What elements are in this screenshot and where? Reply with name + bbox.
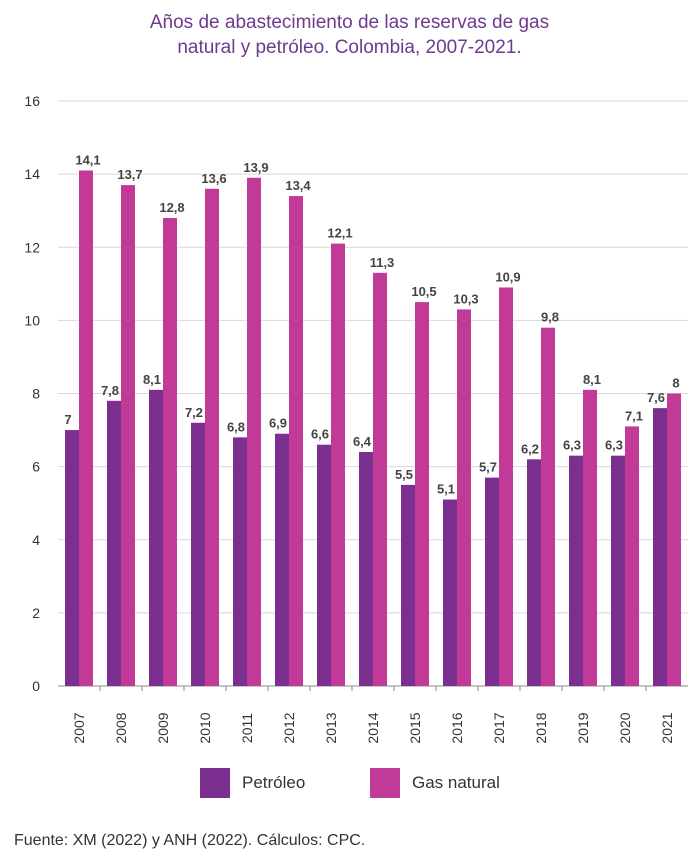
x-tick-label: 2014 (365, 712, 381, 743)
data-label: 7,1 (625, 408, 643, 423)
x-tick-label: 2021 (659, 712, 675, 743)
data-label: 5,7 (479, 460, 497, 475)
data-label: 13,6 (201, 171, 226, 186)
x-tick-label: 2015 (407, 712, 423, 743)
x-tick-label: 2008 (113, 712, 129, 743)
data-label: 6,6 (311, 427, 329, 442)
bar-gas (289, 196, 303, 686)
data-label: 7,2 (185, 405, 203, 420)
data-label: 9,8 (541, 310, 559, 325)
legend-swatch-petroleo (200, 768, 230, 798)
x-tick-label: 2007 (71, 712, 87, 743)
data-label: 13,9 (243, 160, 268, 175)
legend-item-petroleo: Petróleo (200, 768, 305, 798)
chart-title-line-2: natural y petróleo. Colombia, 2007-2021. (177, 37, 522, 58)
data-label: 12,1 (327, 226, 352, 241)
chart-title-line-1: Años de abastecimiento de las reservas d… (149, 12, 550, 33)
bar-gas (373, 272, 387, 686)
bar-petroleo (275, 433, 289, 686)
bar-gas (205, 188, 219, 686)
legend-swatch-gas (370, 768, 400, 798)
y-tick-label: 12 (24, 239, 40, 255)
x-tick-label: 2011 (239, 713, 255, 743)
x-tick-label: 2019 (575, 712, 591, 743)
data-label: 8,1 (583, 372, 601, 387)
x-tick-label: 2016 (449, 712, 465, 743)
y-tick-label: 10 (24, 312, 40, 328)
bar-petroleo (443, 499, 457, 686)
x-tick-label: 2013 (323, 712, 339, 743)
data-label: 13,4 (285, 178, 311, 193)
bar-gas (163, 218, 177, 686)
source-note: Fuente: XM (2022) y ANH (2022). Cálculos… (14, 832, 366, 849)
data-label: 7,6 (647, 390, 665, 405)
y-tick-label: 14 (24, 166, 40, 182)
bar-gas (583, 389, 597, 686)
data-label: 10,3 (453, 291, 478, 306)
bar-gas (625, 426, 639, 686)
data-label: 6,9 (269, 416, 287, 431)
bar-petroleo (65, 430, 79, 686)
x-tick-label: 2017 (491, 712, 507, 743)
data-label: 6,8 (227, 419, 245, 434)
y-tick-label: 8 (32, 386, 40, 402)
data-label: 13,7 (117, 167, 142, 182)
bar-gas (541, 327, 555, 686)
data-label: 7,8 (101, 383, 119, 398)
bar-gas (415, 302, 429, 686)
bar-gas (247, 177, 261, 686)
bar-petroleo (485, 477, 499, 686)
data-label: 11,3 (370, 255, 395, 270)
bar-petroleo (611, 455, 625, 686)
y-tick-label: 0 (32, 678, 40, 694)
bar-gas (667, 393, 681, 686)
legend-item-gas: Gas natural (370, 768, 500, 798)
legend: Petróleo Gas natural (0, 768, 699, 804)
data-label: 6,4 (353, 434, 372, 449)
bar-gas (457, 309, 471, 686)
y-tick-label: 6 (32, 459, 40, 475)
x-tick-label: 2009 (155, 712, 171, 743)
chart-title: Años de abastecimiento de las reservas d… (0, 10, 699, 60)
legend-label-gas: Gas natural (412, 773, 500, 792)
data-label: 7 (64, 412, 71, 427)
data-label: 6,2 (521, 441, 539, 456)
bar-petroleo (317, 444, 331, 686)
bar-gas (499, 287, 513, 686)
bar-petroleo (653, 408, 667, 686)
x-tick-label: 2020 (617, 712, 633, 743)
data-label: 5,1 (437, 482, 455, 497)
x-tick-label: 2018 (533, 712, 549, 743)
y-tick-label: 16 (24, 93, 40, 109)
bar-gas (121, 185, 135, 686)
data-label: 12,8 (159, 200, 184, 215)
bar-gas (79, 170, 93, 686)
bar-petroleo (233, 437, 247, 686)
data-label: 8,1 (143, 372, 161, 387)
bar-petroleo (107, 400, 121, 686)
x-tick-label: 2012 (281, 712, 297, 743)
y-tick-label: 4 (32, 532, 40, 548)
bar-chart: 0 2 4 6 8 10 12 14 16 7 14,1 2007 7,8 13,7 2008 8,1 12,8… (24, 93, 688, 744)
data-label: 5,5 (395, 467, 413, 482)
data-label: 6,3 (605, 438, 623, 453)
x-tick-label: 2010 (197, 712, 213, 743)
bar-gas (331, 243, 345, 686)
data-label: 8 (672, 376, 679, 391)
bar-petroleo (527, 459, 541, 686)
y-tick-label: 2 (32, 605, 40, 621)
data-label: 10,5 (411, 284, 436, 299)
bar-petroleo (569, 455, 583, 686)
data-label: 14,1 (75, 152, 100, 167)
legend-label-petroleo: Petróleo (242, 773, 306, 792)
bar-petroleo (401, 484, 415, 686)
bar-petroleo (359, 452, 373, 686)
data-label: 6,3 (563, 438, 581, 453)
bar-petroleo (149, 389, 163, 686)
data-label: 10,9 (495, 269, 520, 284)
bar-petroleo (191, 422, 205, 686)
